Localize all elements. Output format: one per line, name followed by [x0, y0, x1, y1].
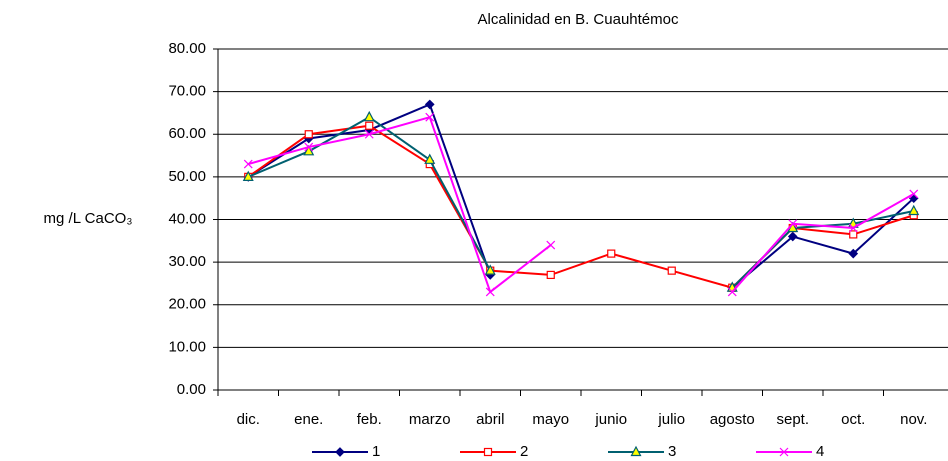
y-tick-label: 30.00 — [168, 253, 206, 270]
data-point — [304, 130, 313, 139]
legend-label: 2 — [520, 443, 528, 460]
x-tick-label: ene. — [294, 411, 323, 428]
legend-label: 3 — [668, 443, 676, 460]
y-tick-label: 50.00 — [168, 168, 206, 185]
data-point — [546, 270, 555, 280]
x-tick-label: sept. — [776, 411, 809, 428]
data-point — [484, 264, 496, 275]
legend-label: 1 — [372, 443, 380, 460]
legend-marker — [779, 447, 789, 457]
x-tick-label: feb. — [357, 411, 382, 428]
data-point — [848, 248, 859, 259]
x-tick-label: julio — [657, 411, 685, 428]
data-point — [546, 240, 556, 250]
data-point — [908, 204, 920, 216]
data-point — [243, 159, 253, 169]
data-point — [242, 170, 254, 181]
data-point — [363, 110, 375, 122]
y-tick-label: 80.00 — [168, 40, 206, 57]
legend-label: 4 — [816, 443, 824, 460]
legend-marker — [483, 447, 493, 457]
x-tick-label: marzo — [409, 411, 451, 428]
data-point — [424, 153, 436, 164]
data-point — [365, 121, 374, 130]
legend-marker — [630, 445, 642, 457]
series-line — [247, 124, 915, 289]
series-line — [247, 103, 915, 289]
data-point — [303, 145, 315, 156]
x-tick-label: nov. — [900, 411, 927, 428]
data-point — [909, 189, 919, 199]
data-point — [424, 99, 435, 110]
chart-title: Alcalinidad en B. Cuauhtémoc — [478, 11, 679, 28]
y-tick-label: 0.00 — [177, 381, 206, 398]
data-point — [667, 266, 676, 275]
x-tick-label: junio — [594, 411, 627, 428]
legend-marker — [335, 447, 345, 457]
data-point — [849, 230, 858, 239]
data-point — [788, 219, 798, 229]
data-point — [727, 287, 737, 297]
y-axis-label: mg /L CaCO₃ — [44, 210, 133, 227]
x-tick-label: abril — [476, 411, 504, 428]
x-tick-label: dic. — [237, 411, 260, 428]
data-point — [485, 287, 495, 297]
data-point — [607, 249, 616, 258]
data-point — [787, 231, 798, 242]
x-tick-label: mayo — [532, 411, 569, 428]
y-tick-label: 20.00 — [168, 296, 206, 313]
y-tick-label: 60.00 — [168, 125, 206, 142]
data-point — [304, 142, 314, 152]
data-point — [848, 223, 858, 233]
series-line — [247, 115, 915, 294]
x-tick-label: agosto — [710, 411, 755, 428]
data-point — [425, 112, 435, 122]
data-point — [364, 129, 374, 139]
x-tick-label: oct. — [841, 411, 865, 428]
y-tick-label: 10.00 — [168, 338, 206, 355]
y-tick-label: 70.00 — [168, 83, 206, 100]
y-tick-label: 40.00 — [168, 210, 206, 227]
